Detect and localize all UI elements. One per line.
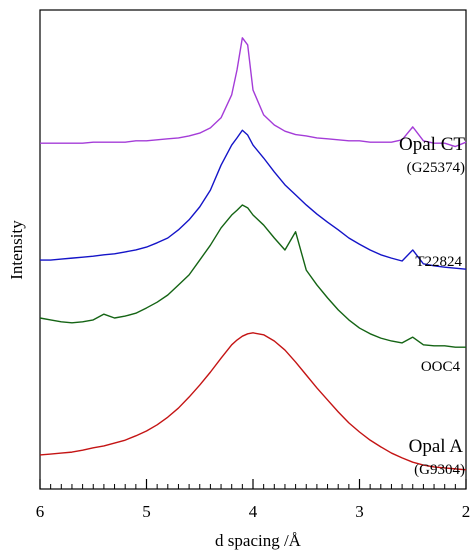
annotation: (G9304) [414, 462, 465, 478]
x-tick-label: 5 [142, 502, 151, 521]
annotation: (G25374) [407, 160, 465, 176]
x-tick-label: 6 [36, 502, 45, 521]
annotation: T22824 [415, 254, 462, 270]
annotation: OOC4 [421, 359, 461, 375]
x-axis-label: d spacing /Å [215, 531, 302, 550]
x-tick-label: 4 [249, 502, 258, 521]
plot-frame [39, 9, 467, 490]
x-tick-label: 2 [462, 502, 471, 521]
annotation: Opal A [409, 436, 464, 457]
spectrum-line [39, 332, 467, 471]
annotation: Opal CT [399, 134, 465, 155]
y-axis-label: Intensity [7, 220, 26, 280]
spectrum-line [39, 204, 466, 348]
spectrum-line [40, 129, 467, 270]
x-tick-label: 3 [355, 502, 364, 521]
spectrum-line [40, 37, 467, 148]
